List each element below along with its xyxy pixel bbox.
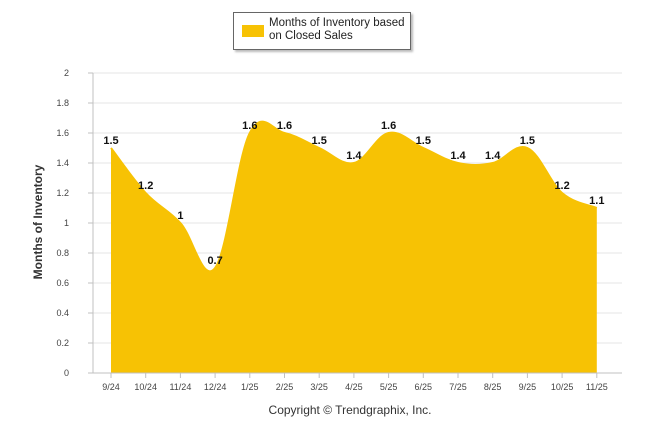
data-label: 1.2 [138, 180, 153, 192]
y-tick-label: 1.6 [56, 128, 69, 138]
data-label: 1.4 [346, 150, 362, 162]
data-label: 1.5 [312, 135, 327, 147]
data-labels: 1.5 1.2 1 0.7 1.6 1.6 1.5 1.4 1.6 1.5 1.4 1.4 1.5 1.2… [103, 120, 604, 267]
y-tick-label: 0.4 [56, 308, 69, 318]
y-tick-label: 0 [64, 368, 69, 378]
y-tick-label: 0.6 [56, 278, 69, 288]
data-label: 1.5 [520, 135, 535, 147]
x-tick-label: 11/25 [586, 382, 608, 392]
y-tick-label: 1.2 [56, 188, 69, 198]
data-label: 0.7 [207, 255, 222, 267]
x-tick-label: 10/25 [551, 382, 574, 392]
area-fill [111, 121, 597, 373]
data-label: 1.4 [485, 150, 501, 162]
y-tick-label: 1 [64, 218, 69, 228]
legend[interactable]: Months of Inventory based on Closed Sale… [233, 12, 411, 50]
x-axis-ticks: 9/24 10/24 11/24 12/24 1/25 2/25 3/25 4/25 5/25 6… [102, 373, 608, 392]
x-tick-label: 1/25 [241, 382, 259, 392]
data-label: 1.6 [381, 120, 396, 132]
x-tick-label: 11/24 [169, 382, 191, 392]
data-label: 1.1 [589, 195, 604, 207]
y-axis-ticks: 0 0.2 0.4 0.6 0.8 1 1.2 1.4 1.6 1.8 2 [56, 68, 93, 378]
data-label: 1 [177, 210, 183, 222]
x-tick-label: 5/25 [380, 382, 398, 392]
data-label: 1.2 [554, 180, 569, 192]
x-tick-label: 10/24 [134, 382, 157, 392]
x-tick-label: 8/25 [484, 382, 502, 392]
y-tick-label: 2 [64, 68, 69, 78]
data-label: 1.5 [416, 135, 431, 147]
y-tick-label: 0.2 [56, 338, 69, 348]
data-label: 1.5 [103, 135, 118, 147]
area-series [110, 120, 598, 373]
x-tick-label: 6/25 [415, 382, 433, 392]
x-tick-label: 9/25 [519, 382, 537, 392]
x-tick-label: 12/24 [204, 382, 227, 392]
legend-swatch [242, 25, 264, 37]
y-tick-label: 1.8 [56, 98, 69, 108]
x-tick-label: 7/25 [449, 382, 467, 392]
x-tick-label: 4/25 [345, 382, 363, 392]
area-line [110, 120, 598, 273]
data-label: 1.6 [277, 120, 292, 132]
x-tick-label: 3/25 [310, 382, 328, 392]
y-tick-label: 0.8 [56, 248, 69, 258]
legend-label: Months of Inventory based on Closed Sale… [269, 17, 405, 42]
y-axis-title: Months of Inventory [31, 164, 45, 279]
x-tick-label: 2/25 [276, 382, 294, 392]
data-label: 1.4 [450, 150, 466, 162]
data-label: 1.6 [242, 120, 257, 132]
y-tick-label: 1.4 [56, 158, 69, 168]
x-tick-label: 9/24 [102, 382, 120, 392]
copyright-footer: Copyright © Trendgraphix, Inc. [268, 403, 432, 417]
